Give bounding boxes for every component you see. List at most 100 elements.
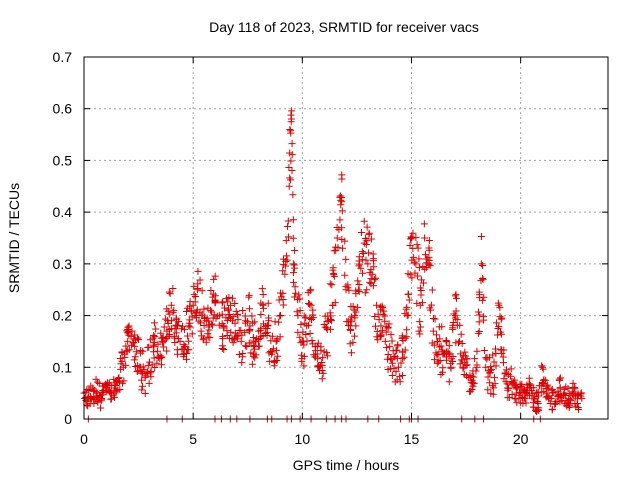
data-point [154, 347, 162, 355]
data-point [383, 344, 391, 352]
data-point [90, 387, 98, 395]
data-point [202, 338, 210, 346]
data-point [170, 332, 178, 340]
data-point [392, 347, 400, 355]
data-point [290, 260, 298, 268]
data-point [534, 388, 542, 396]
data-point [540, 388, 548, 396]
data-point [462, 361, 470, 369]
data-point [505, 384, 513, 392]
data-point [229, 294, 237, 302]
data-point [225, 293, 233, 301]
data-point [420, 220, 428, 228]
data-point [268, 332, 276, 340]
data-point [421, 265, 429, 273]
data-point [451, 314, 459, 322]
data-point [224, 305, 232, 313]
data-point [282, 262, 290, 270]
data-point [355, 253, 363, 261]
data-point [399, 355, 407, 363]
data-point [237, 326, 245, 334]
data-point [246, 326, 254, 334]
data-point [495, 323, 503, 331]
y-tick-label: 0.7 [53, 49, 73, 65]
data-point [347, 326, 355, 334]
data-point [512, 385, 520, 393]
data-point [354, 277, 362, 285]
data-point [252, 351, 260, 359]
data-point [206, 334, 214, 342]
data-point [363, 286, 371, 294]
data-point [274, 352, 282, 360]
data-point [468, 385, 476, 393]
data-point [320, 320, 328, 328]
data-point [306, 300, 314, 308]
data-point [397, 359, 405, 367]
data-point [160, 323, 168, 331]
data-point [318, 361, 326, 369]
data-point [530, 393, 538, 401]
data-point [381, 312, 389, 320]
data-point [404, 311, 412, 319]
data-point [326, 280, 334, 288]
data-point [204, 304, 212, 312]
data-point [329, 270, 337, 278]
data-point [492, 319, 500, 327]
data-point [386, 343, 394, 351]
data-point [282, 237, 290, 245]
data-point [319, 354, 327, 362]
data-point [248, 360, 256, 368]
data-point [414, 272, 422, 280]
data-point [331, 299, 339, 307]
data-point [417, 323, 425, 331]
data-point [190, 282, 198, 290]
data-point [131, 342, 139, 350]
data-point [227, 328, 235, 336]
data-point [138, 376, 146, 384]
data-point [241, 312, 249, 320]
data-point [403, 333, 411, 341]
data-point [490, 358, 498, 366]
data-point [167, 301, 175, 309]
data-point [279, 301, 287, 309]
data-point [313, 342, 321, 350]
data-point [355, 281, 363, 289]
data-point [479, 262, 487, 270]
data-point [375, 316, 383, 324]
data-point [129, 339, 137, 347]
data-point [160, 343, 168, 351]
data-point [338, 175, 346, 183]
data-point [404, 290, 412, 298]
data-point [184, 346, 192, 354]
data-point [341, 271, 349, 279]
data-point [473, 361, 481, 369]
data-point [347, 303, 355, 311]
data-point [323, 349, 331, 357]
data-point [457, 330, 465, 338]
data-point [401, 346, 409, 354]
data-point [259, 304, 267, 312]
data-point [483, 353, 491, 361]
data-point [241, 342, 249, 350]
data-point [374, 336, 382, 344]
data-point [289, 191, 297, 199]
data-point [474, 308, 482, 316]
data-point [288, 166, 296, 174]
data-point [283, 252, 291, 260]
data-point [365, 249, 373, 257]
data-point [345, 286, 353, 294]
data-point [220, 323, 228, 331]
data-point [328, 281, 336, 289]
data-point [174, 335, 182, 343]
data-point [146, 336, 154, 344]
data-point [291, 247, 299, 255]
axis-ticks [83, 56, 608, 420]
tick-labels: 0 0.1 0.2 0.3 0.4 0.5 0.6 0.7 0 5 10 15 20 [53, 49, 529, 447]
data-point [300, 352, 308, 360]
data-point [98, 395, 106, 403]
data-point [305, 300, 313, 308]
data-point [516, 388, 524, 396]
data-point [556, 374, 564, 382]
data-point [382, 328, 390, 336]
data-point [288, 107, 296, 115]
